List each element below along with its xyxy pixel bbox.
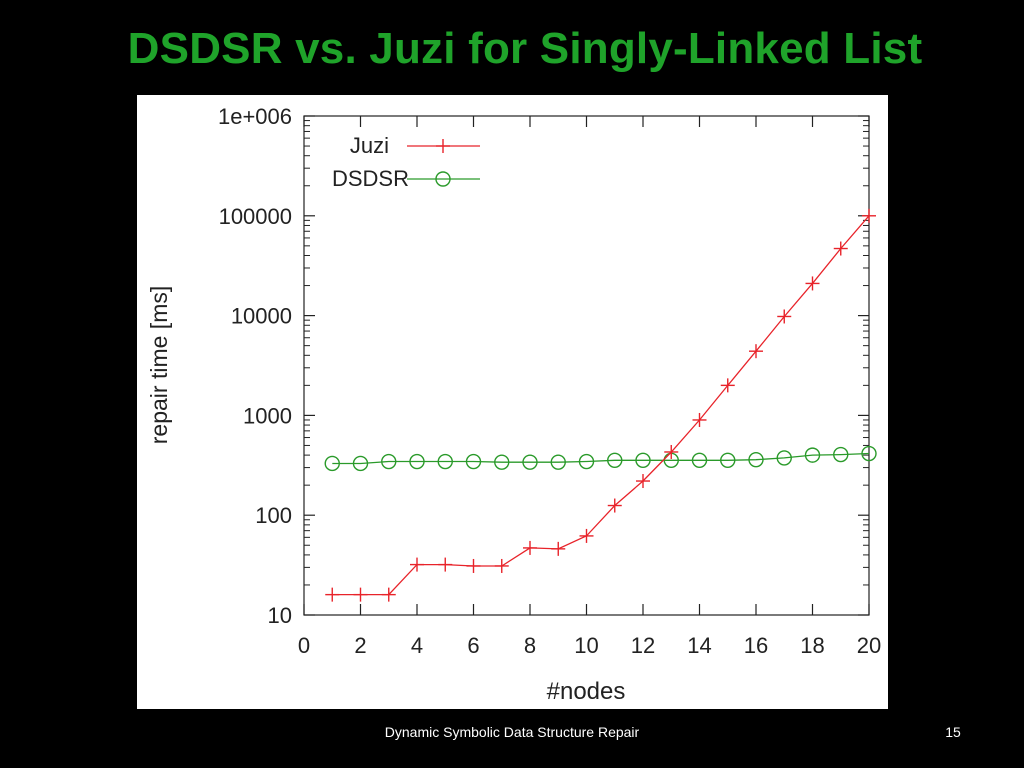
slide-footer: Dynamic Symbolic Data Structure Repair xyxy=(384,724,640,740)
data-point-dsdsr xyxy=(409,453,425,470)
page-number: 15 xyxy=(945,724,961,740)
data-point-dsdsr xyxy=(748,451,764,468)
data-point-juzi xyxy=(692,412,707,427)
data-point-dsdsr xyxy=(833,446,849,463)
data-point-dsdsr xyxy=(437,453,453,470)
legend: Juzi DSDSR xyxy=(332,133,480,191)
data-point-juzi xyxy=(805,276,820,291)
data-point-juzi xyxy=(551,541,566,556)
data-point-dsdsr xyxy=(578,453,595,470)
data-point-juzi xyxy=(607,498,622,513)
y-tick-label: 1e+006 xyxy=(218,104,292,129)
data-point-juzi xyxy=(523,540,537,555)
data-point-dsdsr xyxy=(776,450,792,466)
data-point-juzi xyxy=(466,558,481,573)
data-point-dsdsr xyxy=(861,445,877,462)
data-point-juzi xyxy=(636,474,650,489)
x-tick-label: 20 xyxy=(857,633,881,658)
data-point-juzi xyxy=(749,344,763,359)
y-tick-label: 100 xyxy=(255,503,292,528)
data-point-juzi xyxy=(494,558,509,573)
data-point-juzi xyxy=(777,309,792,324)
data-point-dsdsr xyxy=(635,452,651,468)
data-point-dsdsr xyxy=(550,454,566,470)
data-point-juzi xyxy=(579,528,594,543)
x-tick-labels: 0 2 4 6 8 10 12 14 16 18 20 xyxy=(298,633,881,658)
x-tick-label: 2 xyxy=(354,633,366,658)
chart-panel: 10 100 1000 10000 100000 1e+006 0 2 4 6 8 10 12 14 16… xyxy=(137,95,888,709)
data-point-dsdsr xyxy=(607,452,623,468)
data-point-juzi xyxy=(353,587,368,602)
x-tick-label: 10 xyxy=(574,633,598,658)
legend-circle-marker xyxy=(435,171,451,187)
y-axis-label: repair time [ms] xyxy=(146,286,172,444)
x-tick-label: 8 xyxy=(524,633,536,658)
data-point-dsdsr xyxy=(324,455,340,472)
data-point-dsdsr xyxy=(522,454,538,470)
y-tick-label: 10000 xyxy=(231,304,292,329)
tick-marks xyxy=(303,115,870,616)
x-tick-label: 4 xyxy=(411,633,423,658)
y-tick-labels: 10 100 1000 10000 100000 1e+006 xyxy=(218,104,292,628)
series-line-dsdsr xyxy=(332,452,870,465)
data-point-dsdsr xyxy=(691,452,708,468)
x-tick-label: 14 xyxy=(687,633,711,658)
data-point-dsdsr xyxy=(494,454,510,470)
legend-label-dsdsr: DSDSR xyxy=(332,166,409,191)
x-tick-label: 0 xyxy=(298,633,310,658)
legend-label-juzi: Juzi xyxy=(350,133,389,158)
data-point-dsdsr xyxy=(804,447,821,463)
y-tick-label: 100000 xyxy=(219,204,292,229)
data-point-juzi xyxy=(862,208,876,223)
data-point-juzi xyxy=(381,587,396,602)
x-tick-label: 12 xyxy=(631,633,655,658)
data-point-juzi xyxy=(833,241,848,256)
legend-plus-marker xyxy=(436,139,450,153)
data-point-dsdsr xyxy=(720,452,736,468)
series-layer xyxy=(324,208,877,602)
slide-title: DSDSR vs. Juzi for Singly-Linked List xyxy=(127,24,923,73)
data-point-dsdsr xyxy=(352,455,369,472)
y-tick-label: 1000 xyxy=(243,403,292,428)
x-axis-label: #nodes xyxy=(547,678,626,705)
data-point-juzi xyxy=(438,557,453,572)
data-point-juzi xyxy=(410,557,424,572)
data-point-dsdsr xyxy=(465,453,482,470)
chart-svg: 10 100 1000 10000 100000 1e+006 0 2 4 6 8 10 12 14 16… xyxy=(146,104,881,705)
x-tick-label: 18 xyxy=(800,633,824,658)
legend-marker-dsdsr xyxy=(435,171,451,187)
x-tick-label: 6 xyxy=(467,633,479,658)
data-point-dsdsr xyxy=(381,453,397,470)
y-tick-label: 10 xyxy=(268,603,292,628)
series-line-juzi xyxy=(332,215,870,596)
data-point-juzi xyxy=(325,587,340,602)
legend-marker-juzi xyxy=(436,139,450,153)
data-point-juzi xyxy=(664,444,679,459)
data-point-juzi xyxy=(720,378,735,393)
x-tick-label: 16 xyxy=(744,633,768,658)
plot-frame xyxy=(303,115,870,616)
